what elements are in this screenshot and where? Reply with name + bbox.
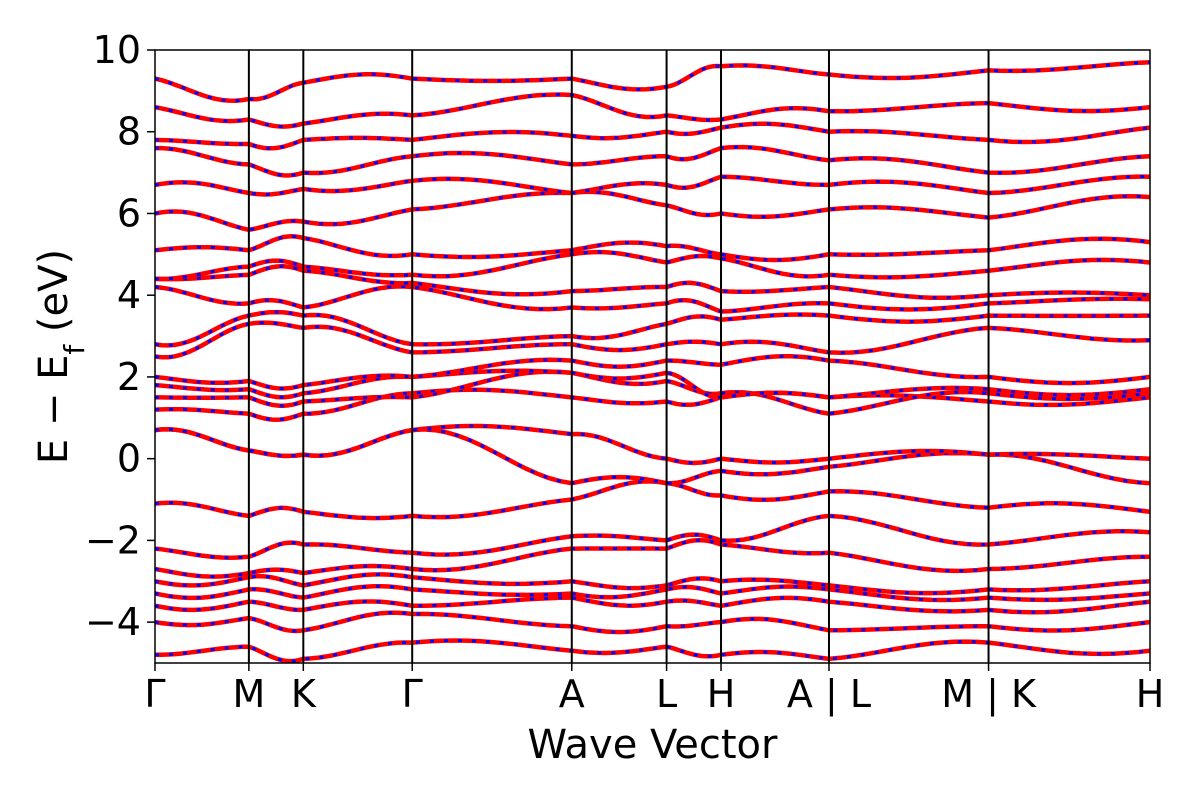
y-tick-label: 8 <box>117 110 141 154</box>
band-line-11 <box>155 369 1150 416</box>
band-line-16 <box>155 284 1150 314</box>
symmetry-lines <box>247 50 990 663</box>
band-line-12 <box>155 368 1150 400</box>
band-line-1 <box>155 610 1150 635</box>
band-line-13 <box>155 353 1150 391</box>
band-line-21 <box>155 174 1150 197</box>
y-tick-label: 4 <box>117 273 141 317</box>
y-axis-label: E − Ef (eV) <box>31 249 91 464</box>
x-tick-label: H <box>1136 672 1165 716</box>
band-line-19 <box>155 234 1150 263</box>
x-axis-label: Wave Vector <box>528 722 779 768</box>
plot-frame <box>154 49 1151 664</box>
y-tick-label: −4 <box>85 600 141 644</box>
x-tick-label: Γ <box>144 672 165 716</box>
band-line-overlay-15 <box>155 310 1150 347</box>
band-line-18 <box>155 249 1150 282</box>
band-line-overlay-14 <box>155 321 1150 359</box>
band-line-10 <box>155 387 1150 422</box>
band-line-20 <box>155 189 1150 233</box>
x-tick-label: M | K <box>941 672 1037 717</box>
x-tick-label: A <box>559 672 585 716</box>
x-tick-label: M <box>232 672 265 716</box>
band-line-overlay-4 <box>155 572 1150 595</box>
x-tick-label: A | L <box>787 672 871 717</box>
x-tick-label: K <box>291 672 317 716</box>
band-line-6 <box>155 513 1150 560</box>
x-tick-label: L <box>656 672 677 716</box>
band-line-0 <box>155 638 1150 663</box>
y-tick-label: 6 <box>117 191 141 235</box>
band-line-overlay-3 <box>155 584 1150 602</box>
y-tick-label: 10 <box>93 28 141 72</box>
y-tick-label: 2 <box>117 355 141 399</box>
x-tick-label: Γ <box>402 672 423 716</box>
y-axis: −4 −2 0 2 4 6 8 10 <box>85 28 155 644</box>
y-tick-label: −2 <box>85 518 141 562</box>
band-line-25 <box>155 60 1150 103</box>
band-line-22 <box>155 144 1150 178</box>
band-line-overlay-2 <box>155 596 1150 614</box>
band-lines <box>155 60 1150 663</box>
y-tick-label: 0 <box>117 437 141 481</box>
x-tick-label: H <box>707 672 736 716</box>
band-line-17 <box>155 264 1150 301</box>
band-line-7 <box>155 479 1150 521</box>
band-line-24 <box>155 92 1150 129</box>
band-line-overlay-23 <box>155 122 1150 150</box>
band-line-5 <box>155 537 1150 579</box>
band-line-9 <box>155 423 1150 466</box>
